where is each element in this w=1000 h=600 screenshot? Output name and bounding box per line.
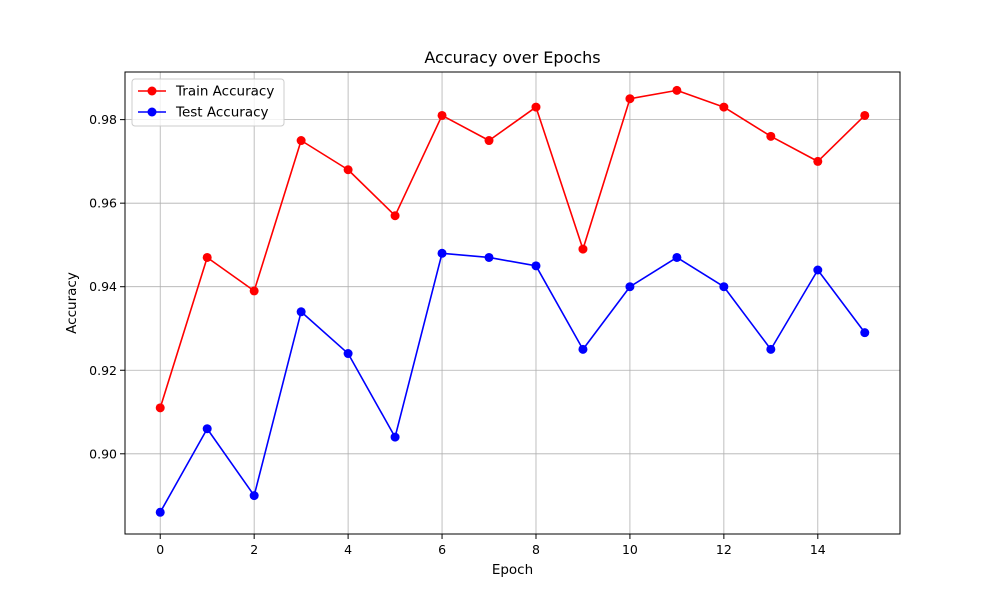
- data-point: [202, 252, 212, 262]
- data-point: [766, 344, 776, 354]
- x-tick-label: 14: [810, 542, 826, 557]
- data-point: [343, 165, 353, 175]
- x-tick-label: 2: [250, 542, 258, 557]
- legend: Train Accuracy Test Accuracy: [131, 78, 285, 127]
- x-tick-label: 8: [532, 542, 540, 557]
- data-point: [390, 211, 400, 221]
- data-point: [296, 307, 306, 317]
- data-point: [578, 344, 588, 354]
- data-point: [813, 265, 823, 275]
- data-point: [296, 136, 306, 146]
- y-axis-label: Accuracy: [64, 272, 80, 334]
- data-point: [625, 282, 635, 292]
- data-point: [719, 102, 729, 112]
- data-point: [249, 286, 259, 296]
- series-train-accuracy: [155, 85, 870, 413]
- data-point: [860, 110, 870, 120]
- data-point: [578, 244, 588, 254]
- data-point: [249, 491, 259, 501]
- data-point: [766, 131, 776, 141]
- data-point: [813, 156, 823, 166]
- data-point: [155, 507, 165, 517]
- x-tick-label: 0: [156, 542, 164, 557]
- x-axis-label: Epoch: [492, 562, 533, 578]
- legend-box: [131, 78, 285, 127]
- y-tick-label: 0.90: [89, 446, 117, 461]
- data-point: [625, 94, 635, 104]
- legend-label: Test Accuracy: [175, 105, 269, 121]
- x-tick-label: 6: [438, 542, 446, 557]
- data-point: [531, 102, 541, 112]
- grid-lines: [125, 72, 900, 534]
- data-point: [672, 252, 682, 262]
- legend-item: Train Accuracy: [138, 84, 274, 100]
- data-point: [531, 261, 541, 271]
- y-axis: 0.90 0.92 0.94 0.96 0.98: [89, 112, 125, 461]
- x-tick-label: 4: [344, 542, 352, 557]
- x-tick-label: 12: [716, 542, 732, 557]
- legend-item: Test Accuracy: [138, 105, 269, 121]
- data-point: [860, 328, 870, 338]
- data-point: [155, 403, 165, 413]
- data-point: [437, 110, 447, 120]
- y-tick-label: 0.92: [89, 363, 117, 378]
- legend-marker: [147, 86, 157, 96]
- y-tick-label: 0.96: [89, 196, 117, 211]
- series-line: [159, 89, 866, 409]
- data-point: [390, 432, 400, 442]
- y-tick-label: 0.94: [89, 279, 117, 294]
- series-group: [155, 85, 870, 517]
- data-point: [484, 252, 494, 262]
- x-tick-label: 10: [622, 542, 638, 557]
- legend-marker: [147, 107, 157, 117]
- data-point: [484, 136, 494, 146]
- series-test-accuracy: [155, 248, 870, 517]
- y-tick-label: 0.98: [89, 112, 117, 127]
- legend-label: Train Accuracy: [175, 84, 274, 100]
- data-point: [437, 248, 447, 258]
- data-point: [719, 282, 729, 292]
- x-axis: 0 2 4 6 8 10 12 14: [156, 534, 826, 557]
- data-point: [343, 349, 353, 359]
- chart-title: Accuracy over Epochs: [424, 48, 600, 67]
- series-line: [159, 252, 866, 513]
- data-point: [672, 85, 682, 95]
- data-point: [202, 424, 212, 434]
- plot-frame: [124, 71, 901, 535]
